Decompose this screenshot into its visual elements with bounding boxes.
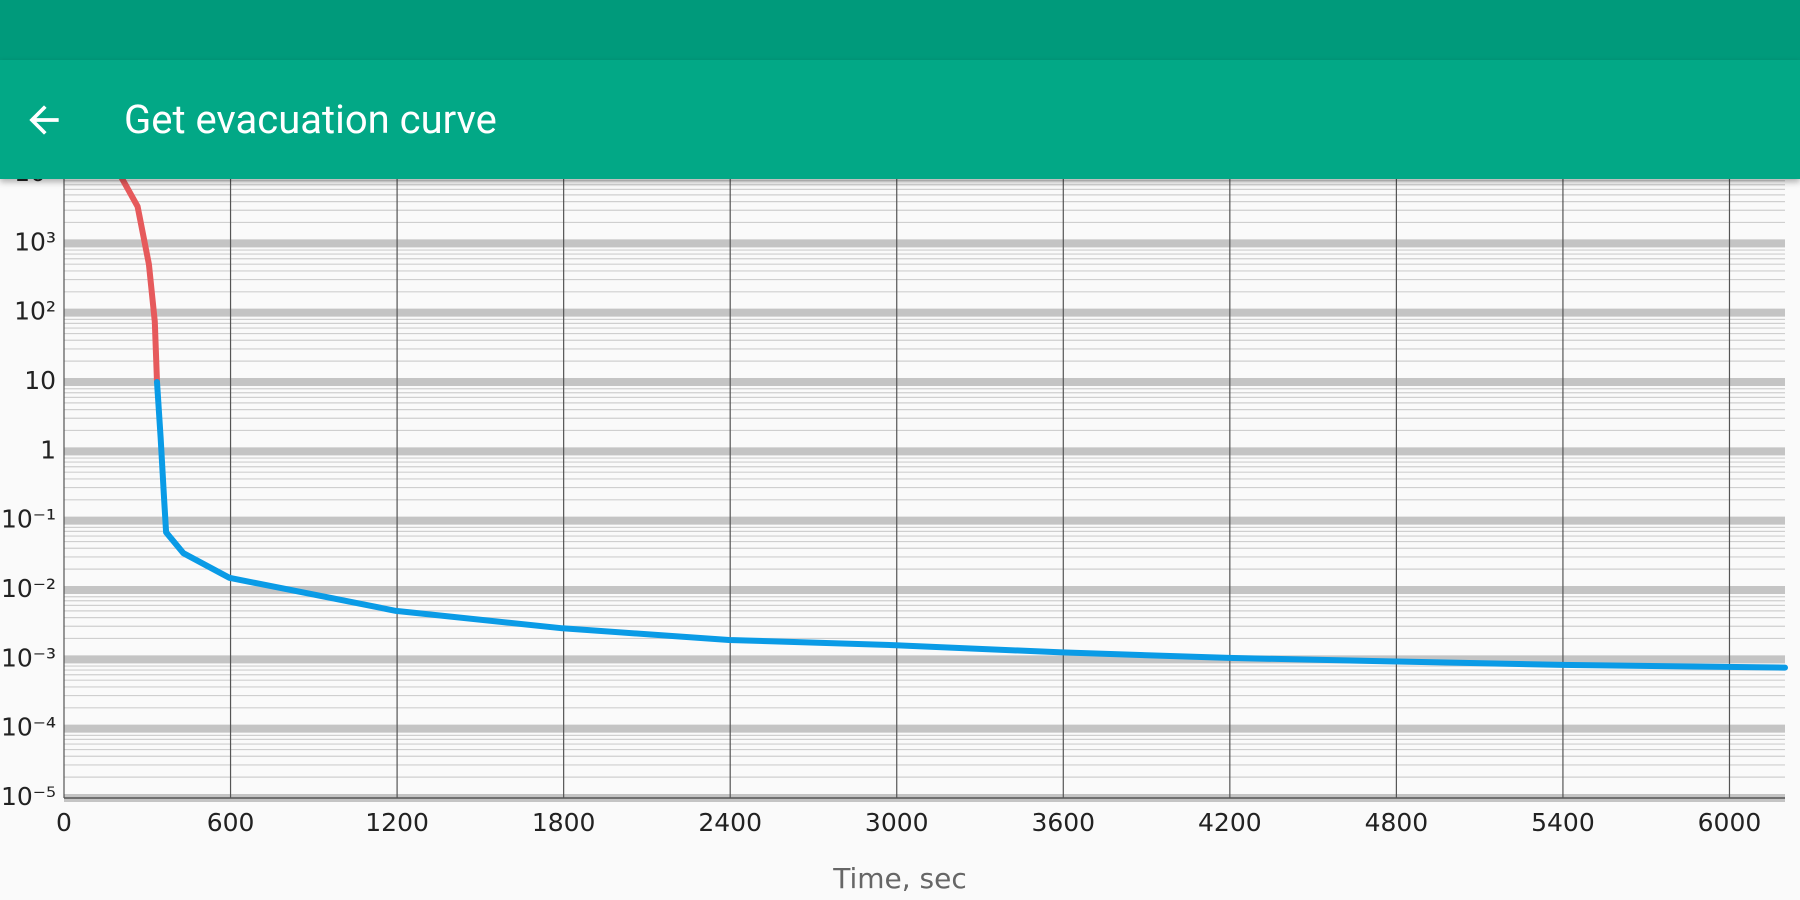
x-tick-label: 3000	[865, 808, 929, 837]
x-tick-label: 0	[56, 808, 72, 837]
x-tick-label: 1200	[365, 808, 429, 837]
y-tick-label: 1	[40, 435, 56, 464]
x-tick-label: 4200	[1198, 808, 1262, 837]
x-tick-label: 3600	[1031, 808, 1095, 837]
data-line	[116, 171, 160, 385]
x-tick-label: 1800	[532, 808, 596, 837]
back-button[interactable]	[22, 98, 66, 142]
x-tick-label: 600	[207, 808, 255, 837]
x-axis-label: Time, sec	[832, 862, 967, 895]
y-tick-label: 10⁻²	[1, 574, 56, 603]
app-bar: Get evacuation curve	[0, 60, 1800, 179]
y-tick-label: 10⁻⁵	[1, 782, 56, 811]
app-bar-title: Get evacuation curve	[124, 96, 497, 143]
y-tick-label: 10	[24, 366, 56, 395]
x-tick-label: 4800	[1365, 808, 1429, 837]
y-tick-label: 10³	[14, 227, 56, 256]
status-bar	[0, 0, 1800, 60]
x-tick-label: 5400	[1531, 808, 1595, 837]
x-tick-label: 2400	[698, 808, 762, 837]
data-line	[154, 379, 1788, 671]
y-tick-label: 10⁻⁴	[1, 713, 56, 742]
y-tick-label: 10²	[14, 297, 56, 326]
x-tick-label: 6000	[1698, 808, 1762, 837]
y-tick-label: 10⁻¹	[1, 505, 56, 534]
y-tick-label: 10⁻³	[1, 643, 56, 672]
